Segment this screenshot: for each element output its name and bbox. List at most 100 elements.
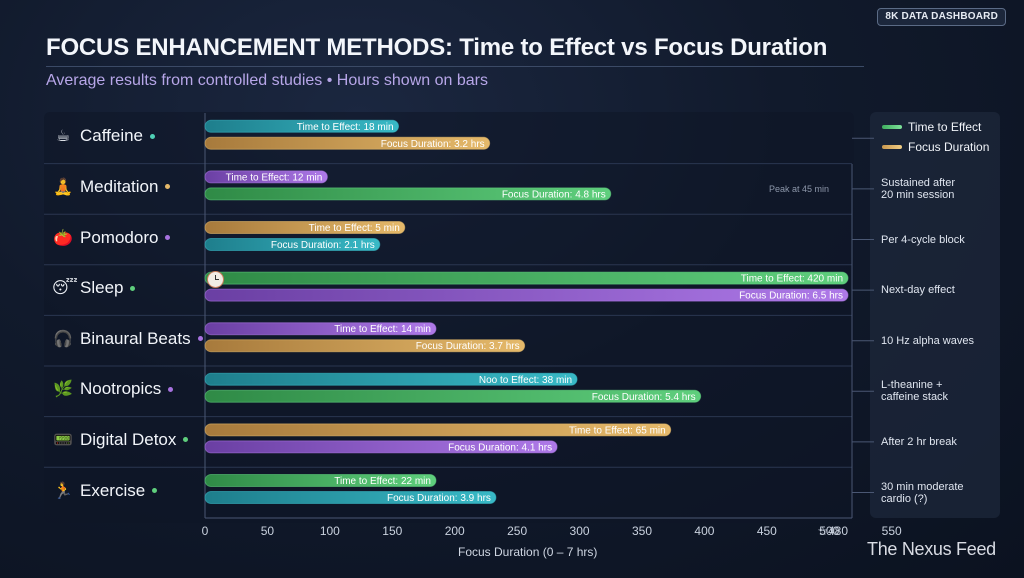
- chart-title: FOCUS ENHANCEMENT METHODS: Time to Effec…: [46, 34, 828, 61]
- category-dot: [168, 386, 174, 392]
- running-icon: 🏃: [53, 482, 73, 500]
- bar-time-to-effect-meditation: [204, 170, 328, 184]
- category-name: Sleep: [80, 278, 124, 298]
- tomato-icon: 🍅: [53, 229, 73, 247]
- meditation-icon: 🧘: [53, 178, 73, 196]
- bar-focus-duration-exercise: [204, 491, 497, 504]
- category-dot: [152, 488, 158, 493]
- x-tick-label: 550: [882, 524, 902, 538]
- category-label-digital-detox: 📟 Digital Detox: [52, 429, 189, 450]
- title-divider: [46, 66, 864, 67]
- bar-focus-duration-meditation: [204, 187, 612, 201]
- bar-time-to-effect-caffeine: [204, 119, 400, 133]
- category-dot: [197, 336, 203, 342]
- category-label-sleep: 😴 Sleep: [52, 278, 136, 298]
- bar-label: Time to Effect: 18 min: [297, 122, 394, 133]
- category-name: Caffeine: [80, 126, 144, 146]
- row-note: L-theanine + caffeine stack: [881, 379, 949, 404]
- x-tick-label: 450: [757, 524, 777, 538]
- brand-logo: The Nexus Feed: [867, 539, 996, 559]
- chart-panel: [44, 112, 854, 523]
- x-tick-label: 200: [445, 524, 465, 538]
- category-name: Meditation: [80, 176, 159, 196]
- x-tick-label: 250: [507, 524, 527, 538]
- bar-time-to-effect-pomodoro: [204, 221, 406, 234]
- category-label-caffeine: ☕ Caffeine: [52, 126, 156, 146]
- bar-label: Time to Effect: 5 min: [309, 223, 400, 234]
- device-icon: 📟: [53, 431, 73, 449]
- category-label-exercise: 🏃 Exercise: [52, 480, 158, 501]
- x-tick-label: 350: [632, 524, 652, 538]
- bar-label: Time to Effect: 12 min: [226, 172, 323, 183]
- legend-item-focus-duration: Focus Duration: [882, 140, 989, 154]
- bar-time-to-effect-sleep: [204, 271, 849, 285]
- x-axis-title: Focus Duration (0 – 7 hrs): [458, 545, 598, 559]
- legend-label: Focus Duration: [908, 140, 990, 154]
- chart-subtitle: Average results from controlled studies …: [46, 72, 488, 89]
- x-tick-label: 150: [382, 524, 402, 538]
- bar-label: Focus Duration: 3.9 hrs: [387, 493, 491, 504]
- row-note: 10 Hz alpha waves: [881, 334, 974, 347]
- row-note: 30 min moderate cardio (?): [881, 480, 964, 505]
- bar-time-to-effect-exercise: [204, 474, 437, 487]
- herb-icon: 🌿: [53, 381, 73, 399]
- row-note: After 2 hr break: [881, 435, 957, 448]
- peak-note: Peak at 45 min: [769, 184, 830, 194]
- category-dot: [130, 285, 136, 291]
- category-name: Pomodoro: [80, 227, 159, 247]
- bar-label: Focus Duration: 6.5 hrs: [739, 291, 843, 302]
- x-tick-label: ☆480: [817, 524, 848, 538]
- bar-label: Focus Duration: 3.7 hrs: [416, 341, 520, 352]
- bar-time-to-effect-nootropics: [204, 372, 578, 386]
- headphones-icon: 🎧: [53, 330, 73, 348]
- bar-focus-duration-pomodoro: [204, 238, 381, 251]
- bar-label: Noo to Effect: 38 min: [479, 375, 572, 386]
- bar-label: Time to Effect: 22 min: [334, 476, 431, 487]
- x-tick-label: 500: [819, 524, 839, 538]
- category-dot: [165, 184, 171, 190]
- legend-panel: [870, 112, 1000, 518]
- legend-item-time-to-effect: Time to Effect: [882, 120, 981, 134]
- category-dot: [183, 437, 189, 443]
- category-label-pomodoro: 🍅 Pomodoro: [52, 227, 171, 248]
- legend-swatch-focus-duration: [882, 145, 902, 149]
- coffee-icon: ☕: [55, 128, 71, 146]
- bar-label: Time to Effect: 14 min: [334, 324, 431, 335]
- x-tick-label: 0: [202, 524, 209, 538]
- category-name: Exercise: [80, 480, 146, 500]
- row-note: Next-day effect: [881, 284, 955, 297]
- bar-label: Time to Effect: 65 min: [569, 425, 666, 436]
- bar-label: Focus Duration: 4.8 hrs: [502, 189, 606, 200]
- dashboard-badge: 8K DATA DASHBOARD: [877, 8, 1006, 26]
- clock-icon: [207, 271, 224, 288]
- x-tick-label: 50: [261, 524, 275, 538]
- bar-focus-duration-sleep: [204, 288, 849, 302]
- bar-label: Focus Duration: 3.2 hrs: [381, 139, 485, 150]
- bar-label: Focus Duration: 4.1 hrs: [448, 442, 552, 453]
- x-tick-label: 100: [320, 524, 340, 538]
- bar-focus-duration-nootropics: [204, 389, 702, 403]
- sleeping-face-icon: 😴: [52, 280, 78, 298]
- category-name: Digital Detox: [80, 429, 177, 449]
- bar-focus-duration-caffeine: [204, 136, 491, 150]
- bar-focus-duration-binaural-beats: [204, 339, 526, 353]
- category-label-meditation: 🧘 Meditation: [52, 176, 171, 197]
- legend-swatch-time-to-effect: [882, 125, 902, 129]
- row-note: Per 4-cycle block: [881, 233, 965, 246]
- bar-label: Focus Duration: 2.1 hrs: [271, 240, 375, 251]
- category-name: Nootropics: [80, 379, 162, 399]
- bar-label: Focus Duration: 5.4 hrs: [592, 392, 696, 403]
- legend-label: Time to Effect: [908, 120, 982, 134]
- category-name: Binaural Beats: [80, 328, 191, 348]
- category-dot: [150, 133, 156, 139]
- category-label-nootropics: 🌿 Nootropics: [52, 379, 174, 399]
- row-note: Sustained after 20 min session: [881, 176, 955, 201]
- bar-time-to-effect-binaural-beats: [204, 322, 437, 336]
- bar-label: Time to Effect: 420 min: [741, 274, 843, 285]
- bar-focus-duration-digital-detox: [204, 440, 558, 454]
- category-dot: [165, 235, 171, 240]
- x-tick-label: 300: [570, 524, 590, 538]
- category-label-binaural-beats: 🎧 Binaural Beats: [52, 329, 203, 349]
- x-tick-label: 400: [694, 524, 714, 538]
